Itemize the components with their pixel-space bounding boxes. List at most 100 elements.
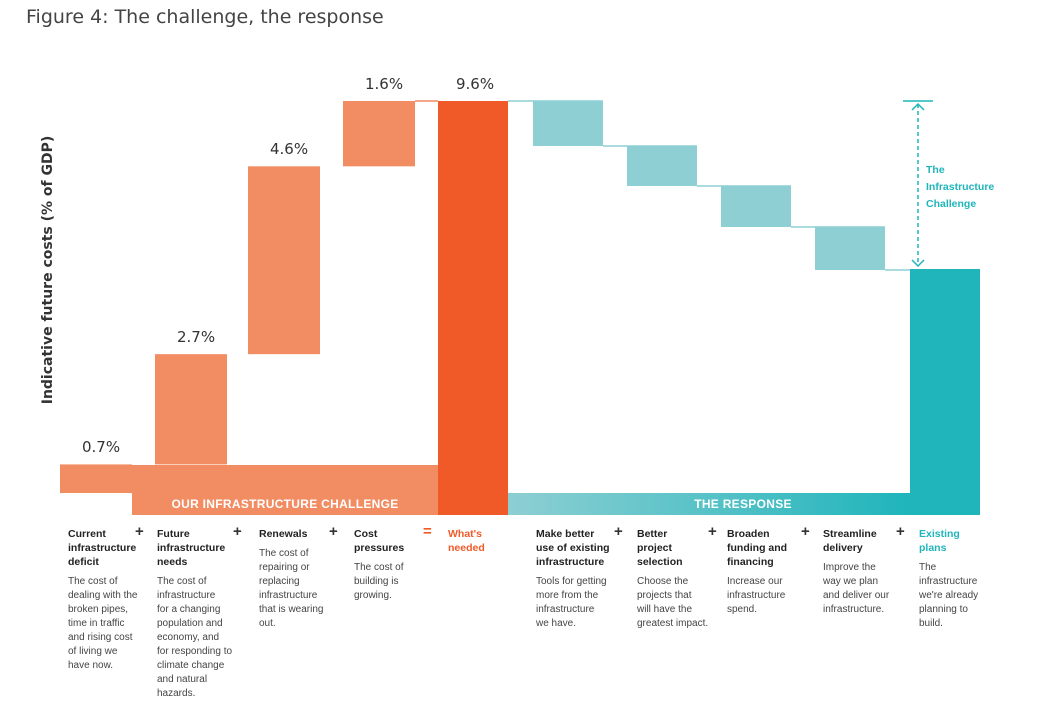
bar-3 [248,166,320,355]
description-line: for a changing [157,604,221,615]
description-line: greatest impact. [637,618,709,629]
heading-line: Current [68,528,106,540]
column-description: Increase our infrastructure spend. [727,575,787,617]
plus-operator: + [896,523,905,540]
description-line: planning to [919,604,968,615]
description-line: time in traffic [68,618,125,629]
description-line: growing. [354,590,392,601]
heading-line: Broaden [727,528,770,540]
heading-line: infrastructure [68,542,137,554]
column-description: The cost of infrastructure for a changing p… [157,575,232,701]
heading-line: funding and [727,542,788,554]
description-line: and deliver our [823,590,890,601]
description-line: The [919,562,937,573]
description-line: Choose the [637,576,689,587]
infrastructure-challenge-annotation: The Infrastructure Challenge [926,162,994,213]
bar-value-label: 4.6% [270,140,309,159]
column-description: The infrastructure we're already planning t… [919,561,978,631]
banner-the-response: THE RESPONSE [694,497,792,511]
heading-line: use of existing [536,542,610,554]
heading-line: infrastructure [157,542,226,554]
column-7: Better project selection Choose the projects… [637,527,708,631]
description-line: infrastructure [259,590,318,601]
column-description: Choose the projects that will have the grea… [637,575,708,631]
column-4: Cost pressures The cost of building is growi… [354,527,404,603]
response-step-2 [627,146,697,186]
description-line: projects that [637,590,692,601]
description-line: The cost of [259,548,309,559]
column-6: Make better use of existing infrastructure… [536,527,610,631]
equals-operator: = [423,523,432,540]
column-heading: Make better use of existing infrastructure [536,527,610,569]
plus-operator: + [708,523,717,540]
heading-line: Streamline [823,528,877,540]
column-heading: Cost pressures [354,527,404,555]
description-line: and rising cost [68,632,133,643]
bar-total-whats-needed [438,101,508,515]
heading-line: delivery [823,542,863,554]
description-line: climate change [157,660,225,671]
description-line: economy, and [157,632,220,643]
heading-line: Future [157,528,190,540]
description-line: infrastructure [727,590,786,601]
heading-line: Make better [536,528,595,540]
column-heading: What's needed [448,527,485,555]
plus-operator: + [614,523,623,540]
plus-operator: + [801,523,810,540]
description-line: repairing or [259,562,310,573]
description-line: Increase our [727,576,783,587]
description-line: The cost of [68,576,118,587]
column-heading: Broaden funding and financing [727,527,787,569]
annotation-line: The [926,164,945,176]
description-line: dealing with the [68,590,138,601]
plus-operator: + [233,523,242,540]
heading-line: infrastructure [536,556,605,568]
column-1: Current infrastructure deficit The cost of d… [68,527,138,673]
column-10: Existing plans The infrastructure we're alre… [919,527,978,631]
column-heading: Better project selection [637,527,708,569]
response-step-4 [815,227,885,270]
description-line: broken pipes, [68,604,129,615]
bar-4 [343,101,415,167]
heading-line: selection [637,556,683,568]
description-line: we have. [536,618,577,629]
description-line: build. [919,618,943,629]
arrow-head-up [911,102,925,111]
heading-line: financing [727,556,774,568]
response-banner-bg [508,493,910,515]
bar-value-label: 1.6% [365,75,404,93]
description-line: out. [259,618,276,629]
description-line: will have the [637,604,693,615]
column-heading: Future infrastructure needs [157,527,232,569]
bar-value-label: 0.7% [82,438,121,457]
description-line: more from the [536,590,599,601]
bar-value-label: 2.7% [177,328,216,347]
column-heading: Streamline delivery [823,527,889,555]
description-line: infrastructure [919,576,978,587]
description-line: of living we [68,646,118,657]
column-5: What's needed [448,527,485,555]
description-line: Tools for getting [536,576,607,587]
plus-operator: + [135,523,144,540]
heading-line: needed [448,542,485,554]
column-2: Future infrastructure needs The cost of infr… [157,527,232,701]
description-line: Improve the [823,562,876,573]
bar-existing-plans [910,269,980,515]
bar-2 [155,354,227,465]
arrow-head-down [911,259,925,268]
heading-line: pressures [354,542,405,554]
description-line: infrastructure [157,590,216,601]
column-heading: Current infrastructure deficit [68,527,138,569]
heading-line: needs [157,556,188,568]
description-line: hazards. [157,688,196,699]
plus-operator: + [329,523,338,540]
column-description: Improve the way we plan and deliver our inf… [823,561,889,617]
description-line: we're already [919,590,979,601]
description-line: population and [157,618,223,629]
heading-line: Existing [919,528,960,540]
column-9: Streamline delivery Improve the way we plan… [823,527,889,617]
heading-line: project [637,542,673,554]
description-line: spend. [727,604,758,615]
column-description: The cost of building is growing. [354,561,404,603]
